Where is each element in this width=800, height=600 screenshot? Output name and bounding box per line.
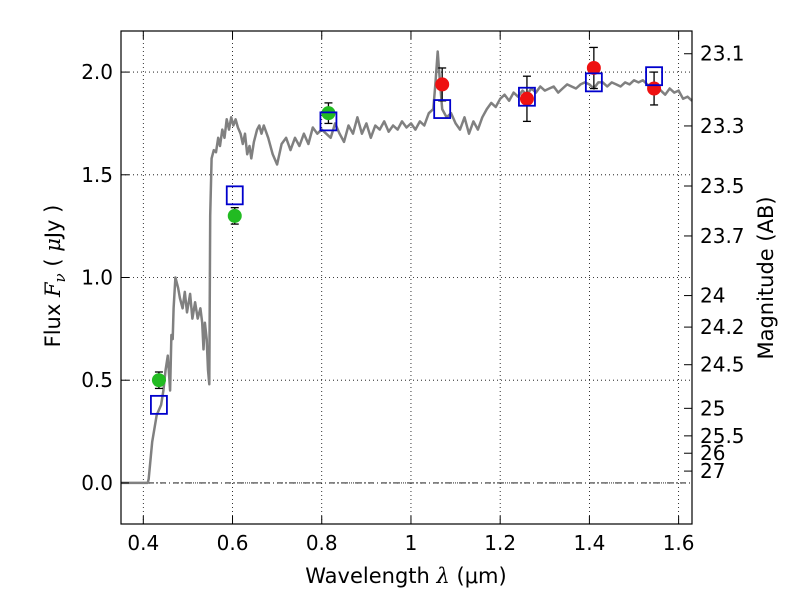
y-tick-label: 2.0 [81,60,113,84]
y-axis-label: Flux Fν ( μJy ) [41,205,69,348]
model-point [645,66,663,87]
model-point [584,72,603,93]
right-tick-label: 27 [700,459,725,483]
model-point [150,394,168,415]
data-point [647,81,662,96]
data-point [151,373,166,388]
right-tick-label: 25 [700,396,725,420]
x-tick-label: 1.2 [484,531,516,555]
markers [150,46,663,415]
model-point [225,185,244,206]
right-tick-label: 23.1 [700,42,745,66]
right-tick-label: 24.2 [700,315,745,339]
y-tick-label: 1.0 [81,266,113,290]
y-tick-label: 0.5 [81,368,113,392]
plot-frame [120,30,693,525]
y-tick-label: 1.5 [81,163,113,187]
data-point [519,91,534,106]
x-tick-label: 0.8 [306,531,338,555]
x-tick-label: 0.4 [127,531,159,555]
model-point [319,111,338,132]
data-point [586,60,601,75]
right-tick-label: 24.5 [700,353,745,377]
model-point [518,86,536,107]
ticks [121,31,692,524]
x-axis-label: Wavelength λ (μm) [305,564,506,588]
right-tick-label: 23.3 [700,114,745,138]
data-point [227,208,242,223]
tick-labels: 0.4 0.6 0.8 1 1.2 1.4 1.6 0.0 0.5 1.0 1.5 2.0 23.1 23… [81,42,744,555]
spectrum [121,50,693,485]
right-tick-label: 23.5 [700,174,745,198]
right-axis-label: Magnitude (AB) [754,196,778,359]
model-point [433,99,452,119]
grid [121,31,692,524]
x-tick-label: 0.6 [217,531,249,555]
right-tick-label: 26 [700,441,725,465]
x-tick-label: 1.4 [573,531,605,555]
data-point [435,77,450,92]
x-tick-label: 1.6 [663,531,695,555]
x-tick-label: 1 [405,531,418,555]
right-tick-label: 25.5 [700,424,745,448]
right-tick-label: 23.7 [700,224,745,248]
right-tick-label: 24 [700,284,725,308]
y-tick-label: 0.0 [81,471,113,495]
spectrum-line [121,50,693,485]
